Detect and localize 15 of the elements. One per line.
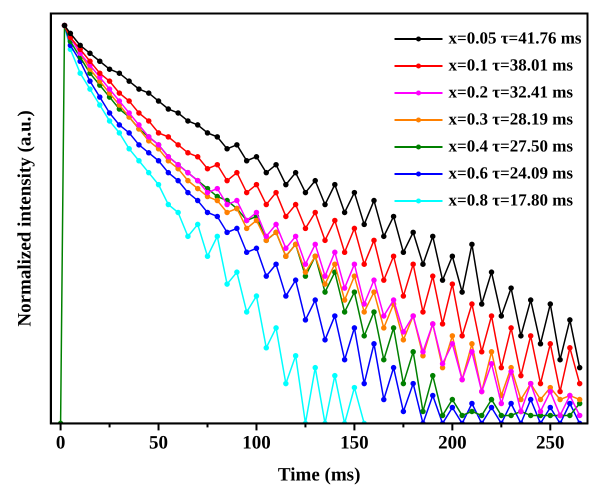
legend-label: x=0.8 τ=17.80 ms: [448, 190, 574, 210]
x-axis-title: Time (ms): [278, 464, 360, 486]
y-axis-title: Normalized intensity (a.u.): [14, 110, 36, 327]
legend-label: x=0.4 τ=27.50 ms: [448, 136, 574, 156]
x-tick-label: 100: [242, 432, 271, 454]
legend-label: x=0.2 τ=32.41 ms: [448, 82, 574, 102]
x-tick-label: 0: [56, 432, 66, 454]
legend-label: x=0.3 τ=28.19 ms: [448, 109, 574, 128]
x-tick-label: 200: [438, 432, 467, 454]
legend-label: x=0.05 τ=41.76 ms: [448, 28, 582, 48]
legend-label: x=0.6 τ=24.09 ms: [448, 163, 574, 182]
legend-label: x=0.1 τ=38.01 ms: [448, 55, 574, 74]
x-tick-label: 50: [149, 432, 168, 454]
x-tick-label: 150: [340, 432, 369, 454]
x-tick-label: 250: [536, 432, 565, 454]
